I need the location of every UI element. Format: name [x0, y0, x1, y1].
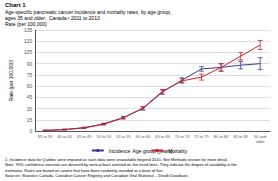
svg-text:Chart 1: Chart 1	[5, 2, 26, 8]
svg-text:75 to 79: 75 to 79	[194, 134, 209, 139]
svg-text:135: 135	[24, 27, 33, 33]
svg-text:30: 30	[27, 106, 33, 112]
svg-text:Note: 95% confidence intervals: Note: 95% confidence intervals are denot…	[5, 162, 238, 167]
svg-text:45 to 49: 45 to 49	[77, 134, 92, 139]
svg-text:15: 15	[27, 117, 33, 123]
svg-text:60: 60	[27, 83, 33, 89]
svg-text:estimates. Rates are based on: estimates. Rates are based on counts tha…	[5, 168, 164, 173]
svg-text:90: 90	[27, 61, 33, 67]
svg-text:ages 35 and older, Canada,¹ 20: ages 35 and older, Canada,¹ 2011 to 2013	[5, 15, 100, 21]
svg-text:Rate (per 100,000): Rate (per 100,000)	[8, 59, 14, 101]
svg-text:120: 120	[24, 38, 33, 44]
svg-text:1. Incidence data for Quebec w: 1. Incidence data for Quebec were impute…	[5, 157, 228, 162]
svg-text:70 to 74: 70 to 74	[175, 134, 190, 139]
svg-text:Rate (per 100,000): Rate (per 100,000)	[5, 21, 47, 27]
svg-text:Sources: Statistics Canada, Ca: Sources: Statistics Canada, Canadian Can…	[5, 173, 189, 178]
svg-text:65 to 69: 65 to 69	[155, 134, 170, 139]
svg-text:85 to 89: 85 to 89	[233, 134, 248, 139]
svg-text:0: 0	[29, 128, 32, 134]
svg-text:45: 45	[27, 94, 33, 100]
svg-text:Age group (years): Age group (years)	[133, 148, 173, 154]
svg-text:105: 105	[24, 49, 33, 55]
svg-text:80 to 84: 80 to 84	[214, 134, 229, 139]
svg-text:90 and: 90 and	[254, 134, 267, 139]
svg-text:35 to 39: 35 to 39	[38, 134, 53, 139]
svg-text:75: 75	[27, 72, 33, 78]
svg-text:Incidence: Incidence	[109, 148, 131, 154]
svg-text:50 to 54: 50 to 54	[96, 134, 111, 139]
svg-text:40 to 44: 40 to 44	[57, 134, 72, 139]
svg-text:Age-specific pancreatic cancer: Age-specific pancreatic cancer incidence…	[5, 9, 172, 15]
svg-text:Mortality: Mortality	[168, 148, 187, 154]
svg-text:60 to 64: 60 to 64	[136, 134, 151, 139]
svg-text:older: older	[256, 139, 266, 144]
svg-text:55 to 59: 55 to 59	[116, 134, 131, 139]
